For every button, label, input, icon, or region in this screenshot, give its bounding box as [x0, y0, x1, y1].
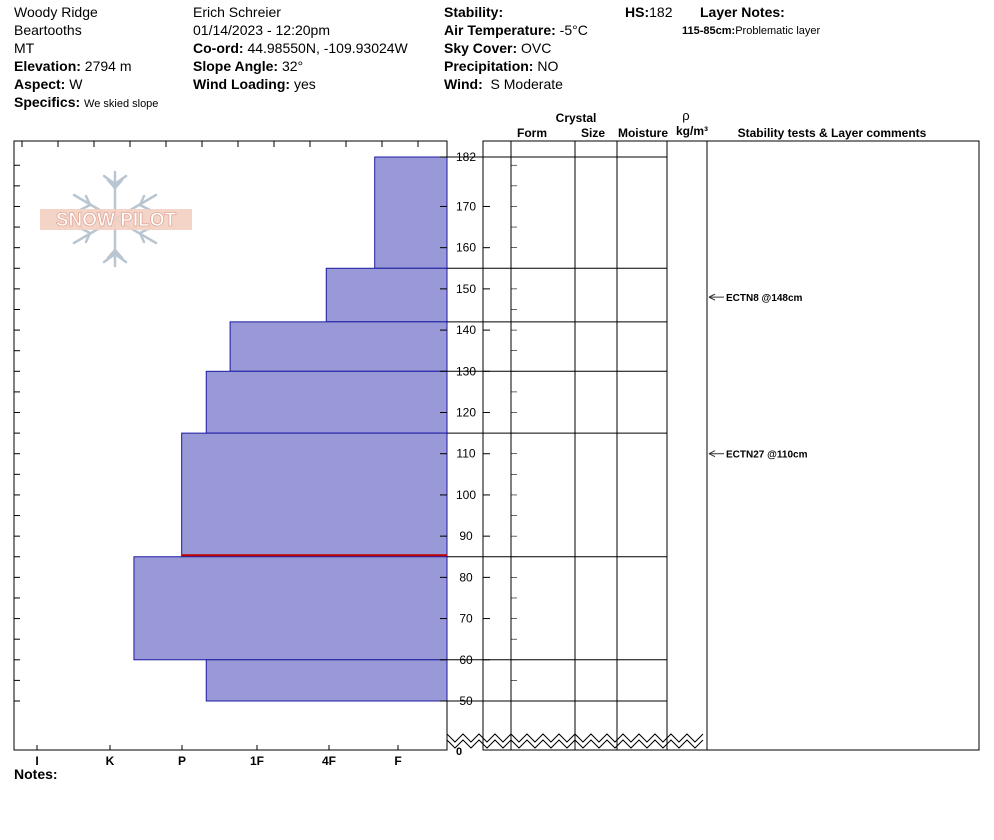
- depth-label-100: 100: [456, 488, 476, 502]
- depth-label-150: 150: [456, 282, 476, 296]
- depth-label-90: 90: [459, 529, 473, 543]
- depth-label-160: 160: [456, 241, 476, 255]
- test-label-0: ECTN8 @148cm: [726, 293, 803, 304]
- specifics-value: We skied slope: [84, 98, 159, 110]
- hardness-bar-4: [181, 432, 448, 558]
- specifics-row: Specifics: We skied slope: [14, 94, 159, 110]
- hardness-bar-3: [205, 370, 448, 434]
- logo-text: SNOW PILOT: [56, 210, 177, 231]
- wind-loading-row: Wind Loading: yes: [193, 76, 316, 92]
- hardness-label-K: K: [106, 754, 115, 768]
- hardness-bar-0: [374, 156, 448, 269]
- size-header: Size: [581, 126, 605, 140]
- range-name: Beartooths: [14, 22, 82, 38]
- test-arrowhead-1: [708, 450, 716, 458]
- column-dividers: [510, 141, 708, 750]
- observer-name: Erich Schreier: [193, 4, 281, 20]
- depth-label-170: 170: [456, 199, 476, 213]
- crystal-header: Crystal: [556, 111, 597, 125]
- sky-row: Sky Cover: OVC: [444, 40, 552, 56]
- comments-header: Stability tests & Layer comments: [738, 126, 927, 140]
- air-temp-row: Air Temperature: -5°C: [444, 22, 588, 38]
- logo-banner: [40, 209, 192, 230]
- layer-notes-title: Layer Notes:: [700, 4, 785, 20]
- coord-value: 44.98550N, -109.93024W: [247, 40, 408, 56]
- depth-label-140: 140: [456, 323, 476, 337]
- zero-depth-label: 0: [456, 746, 462, 758]
- stability-tests: ECTN8 @148cm ECTN27 @110cm: [708, 293, 808, 461]
- rho-header: ρ: [682, 108, 689, 123]
- elevation-row: Elevation: 2794 m: [14, 58, 132, 74]
- hardness-bar-6: [205, 659, 448, 702]
- test-label-1: ECTN27 @110cm: [726, 450, 808, 461]
- state-name: MT: [14, 40, 35, 56]
- depth-label-120: 120: [456, 406, 476, 420]
- depth-label-80: 80: [459, 570, 473, 584]
- layer-boundaries: [447, 156, 667, 702]
- notes-label: Notes:: [14, 766, 58, 782]
- depth-label-110: 110: [456, 447, 475, 461]
- wind-row: Wind: S Moderate: [444, 76, 563, 92]
- hardness-bar-1: [325, 267, 448, 323]
- axis-break-icon-lower: [446, 739, 704, 749]
- density-unit-header: kg/m³: [676, 124, 708, 138]
- slope-row: Slope Angle: 32°: [193, 58, 304, 74]
- layer-note: 115-85cm:Problematic layer: [682, 25, 821, 37]
- test-arrowhead-0: [708, 293, 716, 301]
- location-name: Woody Ridge: [14, 4, 98, 20]
- precip-value: NO: [537, 58, 559, 74]
- hardness-bar-2: [229, 321, 448, 372]
- hardness-label-I: I: [35, 754, 38, 768]
- wind-value: S Moderate: [490, 76, 563, 92]
- aspect-row: Aspect: W: [14, 76, 83, 92]
- hardness-label-F: F: [394, 754, 401, 768]
- coord-row: Co-ord: 44.98550N, -109.93024W: [193, 40, 408, 56]
- layers-group: [133, 156, 448, 702]
- column-headers: Crystal Form Size Moisture ρ kg/m³ Stabi…: [517, 108, 927, 140]
- elevation-value: 2794 m: [84, 58, 132, 74]
- wind-loading-value: yes: [293, 76, 316, 92]
- moisture-header: Moisture: [618, 126, 668, 140]
- slope-value: 32°: [281, 58, 304, 74]
- hardness-label-1F: 1F: [250, 754, 264, 768]
- hs-row: HS:182: [625, 4, 673, 20]
- stability-row: Stability:: [444, 4, 504, 20]
- aspect-value: W: [69, 76, 83, 92]
- layer-table-frame: [482, 140, 980, 751]
- depth-label-70: 70: [459, 612, 473, 626]
- axis-break-icon: [446, 733, 704, 743]
- hs-value: 182: [649, 4, 673, 20]
- precip-row: Precipitation: NO: [444, 58, 559, 74]
- hardness-label-4F: 4F: [322, 754, 336, 768]
- sky-value: OVC: [521, 40, 552, 56]
- hardness-label-P: P: [178, 754, 186, 768]
- hardness-bar-5: [133, 556, 448, 661]
- obs-datetime: 01/14/2023 - 12:20pm: [193, 22, 330, 38]
- form-header: Form: [517, 126, 547, 140]
- hardness-axis: I K P 1F 4F F: [21, 141, 419, 768]
- air-temp-value: -5°C: [559, 22, 588, 38]
